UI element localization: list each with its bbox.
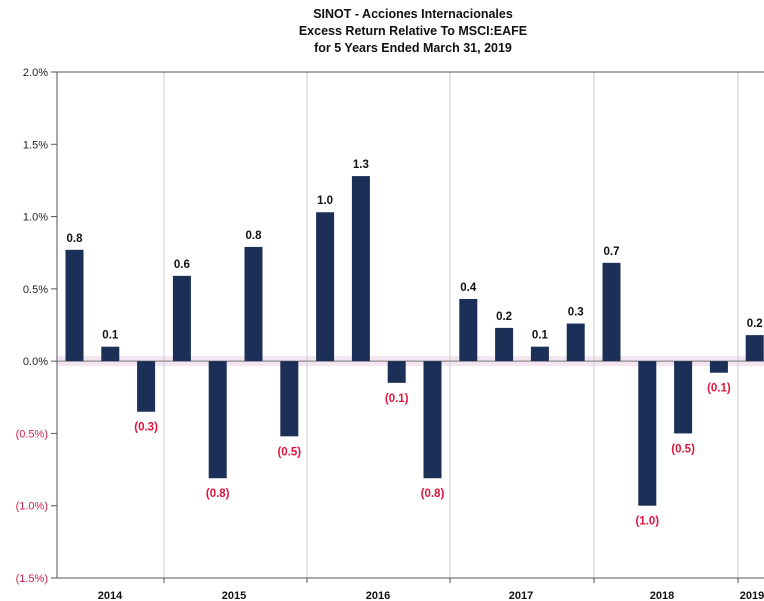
- bar: [65, 249, 84, 362]
- chart-title-line-3: for 5 Years Ended March 31, 2019: [314, 41, 512, 55]
- x-tick-label: 2019: [740, 590, 764, 601]
- data-label: 0.4: [460, 282, 477, 294]
- chart-title-line-1: SINOT - Acciones Internacionales: [313, 7, 513, 21]
- bar: [351, 176, 370, 362]
- x-tick-label: 2016: [366, 590, 390, 601]
- y-tick-label: 0.0%: [23, 356, 48, 368]
- data-label: 0.6: [174, 259, 190, 271]
- bar: [280, 361, 299, 437]
- bar: [745, 335, 764, 362]
- bar: [387, 361, 406, 383]
- bar: [172, 275, 191, 362]
- data-label: 0.2: [496, 311, 512, 323]
- bar: [495, 327, 514, 362]
- y-tick-label: 2.0%: [23, 67, 48, 79]
- y-tick-label: (1.5%): [16, 573, 48, 585]
- data-label: (1.0): [635, 516, 659, 528]
- data-label: 0.2: [747, 318, 763, 330]
- bar: [423, 361, 442, 479]
- chart-title: SINOT - Acciones Internacionales Excess …: [299, 7, 527, 55]
- x-tick-label: 2017: [509, 590, 533, 601]
- data-label: (0.1): [385, 393, 409, 405]
- data-label: (0.3): [134, 422, 158, 434]
- data-label: (0.5): [277, 446, 301, 458]
- y-tick-label: 1.5%: [23, 139, 48, 151]
- y-tick-label: (1.0%): [16, 501, 48, 513]
- data-label: 0.3: [568, 307, 584, 319]
- data-label: 0.7: [604, 246, 620, 258]
- plot-area: 2.0% 1.5% 1.0% 0.5% 0.0% (0.5%) (1.0%) (1.5%) 0.…: [16, 67, 764, 601]
- data-label: (0.8): [421, 488, 445, 500]
- bar: [602, 262, 621, 362]
- data-label: 1.3: [353, 159, 369, 171]
- bar: [674, 361, 693, 434]
- data-label: (0.1): [707, 383, 731, 395]
- data-label: 1.0: [317, 195, 333, 207]
- data-label: (0.5): [671, 443, 695, 455]
- data-label: 0.1: [102, 330, 119, 342]
- y-tick-label: 1.0%: [23, 212, 48, 224]
- chart-title-line-2: Excess Return Relative To MSCI:EAFE: [299, 24, 527, 38]
- data-label: 0.8: [246, 230, 263, 242]
- bar: [638, 361, 657, 506]
- y-tick-label: (0.5%): [16, 428, 48, 440]
- bar: [530, 346, 549, 362]
- y-tick-label: 0.5%: [23, 284, 48, 296]
- bar: [459, 298, 478, 362]
- bar: [101, 346, 120, 362]
- bar: [316, 212, 335, 362]
- x-tick-label: 2014: [98, 590, 123, 601]
- bar: [566, 323, 585, 362]
- bar: [709, 361, 728, 373]
- bar: [137, 361, 156, 412]
- data-label: 0.8: [67, 233, 84, 245]
- data-label: (0.8): [206, 488, 230, 500]
- x-tick-label: 2018: [650, 590, 674, 601]
- bar: [208, 361, 227, 479]
- bar: [244, 246, 263, 362]
- data-label: 0.1: [532, 330, 549, 342]
- x-tick-label: 2015: [222, 590, 246, 601]
